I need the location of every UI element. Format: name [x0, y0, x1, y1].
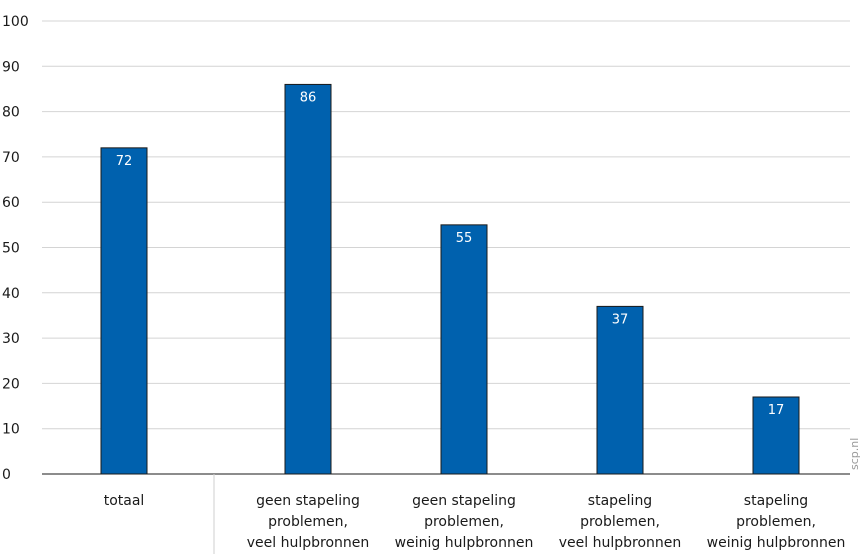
- bar-value-label: 72: [116, 154, 133, 169]
- bar: [752, 396, 800, 475]
- bar-value-label: 17: [768, 403, 785, 418]
- x-category-label: stapeling: [588, 493, 652, 509]
- bar-value-label: 86: [300, 90, 317, 105]
- x-category-label: geen stapeling: [256, 493, 360, 509]
- x-category-label: problemen,: [736, 514, 816, 530]
- x-category-label: geen stapeling: [412, 493, 516, 509]
- x-category-label: weinig hulpbronnen: [395, 535, 534, 551]
- bars: 72 86 55 37 17: [100, 83, 800, 475]
- y-tick-label: 60: [2, 195, 20, 211]
- x-category-label: weinig hulpbronnen: [707, 535, 846, 551]
- y-tick-label: 100: [2, 14, 29, 30]
- bar: [440, 224, 488, 475]
- y-tick-label: 80: [2, 105, 20, 121]
- y-tick-label: 40: [2, 286, 20, 302]
- bar: [100, 147, 148, 475]
- y-tick-label: 70: [2, 150, 20, 166]
- x-category-label: veel hulpbronnen: [247, 535, 370, 551]
- y-tick-label: 50: [2, 241, 20, 257]
- y-tick-label: 90: [2, 59, 20, 75]
- bar-value-label: 55: [456, 231, 473, 246]
- x-category-label: problemen,: [580, 514, 660, 530]
- bar: [284, 83, 332, 475]
- x-category-label: problemen,: [268, 514, 348, 530]
- x-axis-labels: totaal geen stapeling problemen, veel hulpb…: [104, 493, 846, 551]
- y-tick-label: 20: [2, 376, 20, 392]
- x-category-label: totaal: [104, 493, 145, 509]
- y-tick-label: 0: [2, 467, 11, 483]
- y-tick-label: 10: [2, 422, 20, 438]
- bar-value-label: 37: [612, 312, 629, 327]
- x-category-label: problemen,: [424, 514, 504, 530]
- x-category-label: veel hulpbronnen: [559, 535, 682, 551]
- watermark: scp.nl: [848, 438, 861, 470]
- y-axis-ticks: 0 10 20 30 40 50 60 70 80 90 100: [2, 14, 29, 483]
- x-category-label: stapeling: [744, 493, 808, 509]
- y-tick-label: 30: [2, 331, 20, 347]
- bar: [596, 305, 644, 475]
